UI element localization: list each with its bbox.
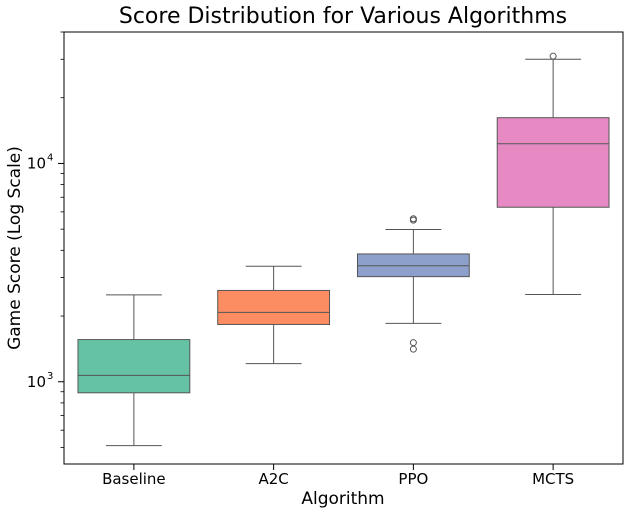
box-iqr — [217, 289, 331, 325]
outlier-point — [549, 52, 557, 60]
box-mcts — [496, 52, 610, 295]
x-axis-ticks: Baseline A2C PPO MCTS — [102, 464, 574, 488]
box-ppo — [356, 215, 470, 353]
box-a2c — [217, 265, 331, 365]
x-axis-label: Algorithm — [301, 489, 384, 509]
box-iqr — [496, 117, 610, 208]
plot-area — [63, 31, 624, 465]
box-iqr — [77, 339, 191, 394]
y-tick-exponent: 4 — [47, 152, 53, 163]
y-axis-label: Game Score (Log Scale) — [5, 146, 25, 350]
box-baseline — [77, 294, 191, 447]
y-tick-exponent: 3 — [47, 371, 53, 382]
x-tick-label: MCTS — [532, 470, 574, 488]
outlier-point — [409, 215, 417, 223]
y-tick-label: 10 — [27, 154, 46, 172]
x-tick-label: Baseline — [102, 470, 166, 488]
boxes-layer — [77, 52, 610, 447]
x-tick-label: A2C — [258, 470, 288, 488]
chart-title: Score Distribution for Various Algorithm… — [119, 4, 567, 29]
y-minor-ticks — [60, 31, 64, 448]
outlier-point — [409, 339, 417, 347]
y-tick-label: 10 — [27, 373, 46, 391]
outlier-point — [409, 345, 417, 353]
x-tick-label: PPO — [398, 470, 428, 488]
